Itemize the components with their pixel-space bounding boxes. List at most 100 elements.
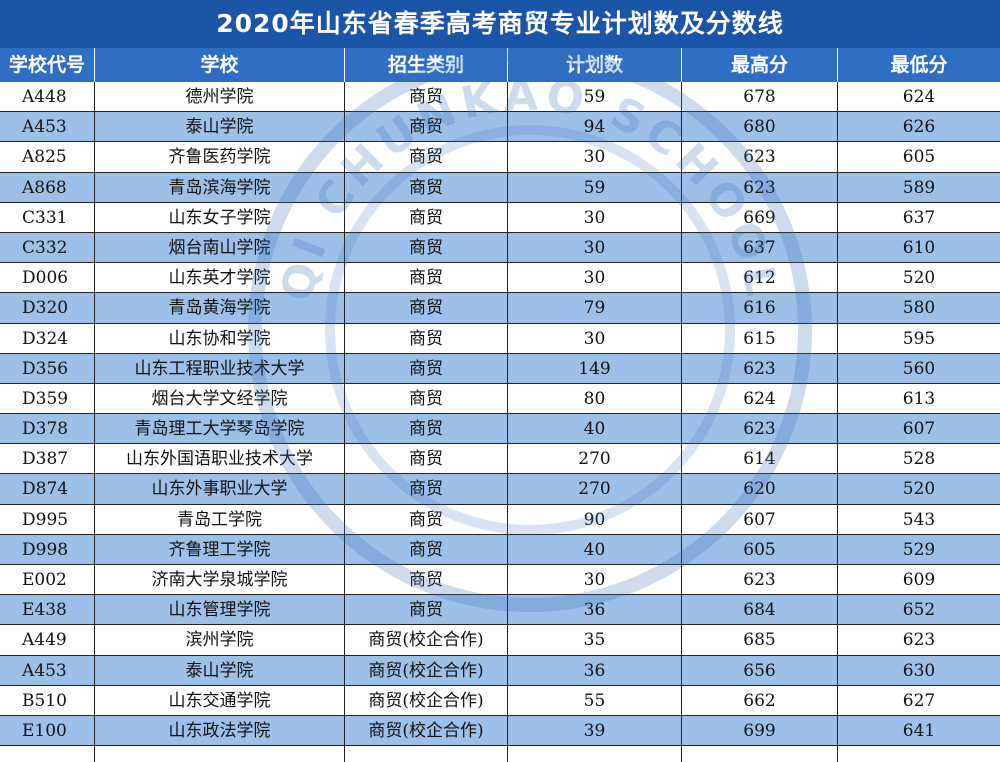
cell-plan-count: 59: [508, 82, 682, 112]
cell-school-code: A449: [0, 625, 95, 655]
cell-school-name: 齐鲁理工学院: [95, 534, 345, 564]
header-school: 学校: [95, 48, 345, 82]
cell-max-score: 623: [682, 565, 838, 595]
table-row: D387 山东外国语职业技术大学 商贸 270 614 528: [0, 444, 1000, 475]
table-row: D378 青岛理工大学琴岛学院 商贸 40 623 607: [0, 414, 1000, 445]
cell-min-score: 609: [902, 570, 936, 590]
cell-school-name: 滨州学院: [95, 625, 345, 655]
cell-category: 商贸(校企合作): [345, 715, 508, 746]
cell-school-name: 山东管理学院: [95, 595, 345, 625]
cell-category: 商贸: [345, 112, 508, 142]
header-max-score: 最高分: [682, 48, 838, 82]
table-row: E438 山东管理学院 商贸 36 684 652: [0, 595, 1000, 626]
cell-max-score: 620: [682, 474, 838, 504]
table-row: A453 泰山学院 商贸(校企合作) 36 656 630: [0, 655, 1000, 686]
cell-school-code: D320: [0, 293, 95, 323]
cell-max-score: 614: [682, 444, 838, 474]
cell-max-score: 623: [682, 353, 838, 383]
cell-school-code: D995: [0, 504, 95, 534]
cell-school-code: E002: [0, 565, 95, 595]
cell-school-code: B510: [0, 685, 95, 715]
cell-plan-count: 35: [508, 625, 682, 655]
cell-plan-count: 40: [508, 534, 682, 564]
cell-min-score: 520: [902, 479, 936, 500]
cell-school-name: 山东外国语职业技术大学: [95, 444, 345, 474]
cell-school-name: 山东女子学院: [95, 202, 345, 232]
cell-min-score: 652: [902, 600, 936, 621]
cell-plan-count: 59: [508, 172, 682, 202]
cell-min-score: 595: [902, 328, 936, 349]
cell-max-score: 605: [682, 534, 838, 564]
header-min-score: 最低分: [890, 54, 948, 76]
cell-school-name: 青岛理工大学琴岛学院: [95, 414, 345, 444]
cell-plan-count: 30: [508, 232, 682, 263]
cell-category: 商贸: [345, 383, 508, 414]
cell-school-name: 泰山学院: [95, 112, 345, 142]
cell-school-code: C331: [0, 202, 95, 232]
cell-school-code: E100: [0, 715, 95, 746]
cell-min-score: 630: [902, 660, 936, 681]
table-row: D995 青岛工学院 商贸 90 607 543: [0, 504, 1000, 535]
cell-school-code: A825: [0, 142, 95, 172]
cell-max-score: 623: [682, 172, 838, 202]
table-row: D359 烟台大学文经学院 商贸 80 624 613: [0, 383, 1000, 415]
header-plan-count: 计划数: [508, 48, 682, 82]
cell-school-code: A453: [0, 655, 95, 685]
cell-max-score: 662: [682, 685, 838, 715]
cell-plan-count: 270: [508, 474, 682, 504]
table-tail: [0, 746, 1000, 762]
cell-school-code: A448: [0, 82, 95, 112]
cell-max-score: 699: [682, 715, 838, 746]
table-row: D356 山东工程职业技术大学 商贸 149 623 560: [0, 353, 1000, 384]
page-title: 2020年山东省春季高考商贸专业计划数及分数线: [0, 0, 1000, 48]
cell-school-code: D387: [0, 444, 95, 474]
cell-plan-count: 55: [508, 685, 682, 715]
cell-category: 商贸: [345, 414, 508, 444]
cell-school-name: 山东交通学院: [95, 685, 345, 715]
cell-plan-count: 94: [508, 112, 682, 142]
cell-min-score: 589: [902, 177, 936, 198]
cell-school-name: 山东外事职业大学: [95, 474, 345, 504]
cell-category: 商贸: [345, 474, 508, 504]
cell-min-score: 637: [902, 207, 936, 228]
cell-min-score: 623: [902, 630, 936, 651]
cell-max-score: 637: [682, 232, 838, 263]
cell-school-code: A868: [0, 172, 95, 202]
table-row: B510 山东交通学院 商贸(校企合作) 55 662 627: [0, 685, 1000, 716]
cell-max-score: 656: [682, 655, 838, 685]
header-category: 招生类别: [345, 48, 508, 82]
cell-plan-count: 30: [508, 565, 682, 595]
cell-school-code: D378: [0, 414, 95, 444]
cell-school-name: 济南大学泉城学院: [95, 565, 345, 595]
cell-min-score: 528: [902, 449, 936, 470]
cell-school-name: 泰山学院: [95, 655, 345, 685]
cell-category: 商贸: [345, 82, 508, 112]
cell-min-score: 605: [902, 147, 936, 168]
cell-category: 商贸: [345, 444, 508, 474]
cell-max-score: 623: [682, 414, 838, 444]
cell-max-score: 678: [682, 82, 838, 112]
cell-school-name: 青岛黄海学院: [95, 293, 345, 323]
cell-school-code: A453: [0, 112, 95, 142]
table-row: A825 齐鲁医药学院 商贸 30 623 605: [0, 142, 1000, 173]
cell-category: 商贸: [345, 263, 508, 293]
cell-school-name: 烟台南山学院: [95, 232, 345, 263]
table-row: D006 山东英才学院 商贸 30 612 520: [0, 263, 1000, 294]
cell-school-name: 德州学院: [95, 82, 345, 112]
cell-min-score: 641: [902, 720, 936, 741]
cell-max-score: 616: [682, 293, 838, 323]
cell-category: 商贸: [345, 504, 508, 534]
cell-school-code: D324: [0, 323, 95, 353]
cell-min-score: 624: [902, 87, 936, 107]
table-row: C331 山东女子学院 商贸 30 669 637: [0, 202, 1000, 233]
cell-plan-count: 90: [508, 504, 682, 534]
cell-category: 商贸: [345, 172, 508, 202]
table-header: 学校代号 学校 招生类别 计划数 最高分 最低分: [0, 48, 1000, 82]
cell-plan-count: 30: [508, 142, 682, 172]
cell-category: 商贸: [345, 353, 508, 383]
cell-max-score: 612: [682, 263, 838, 293]
cell-max-score: 684: [682, 595, 838, 625]
cell-min-score: 626: [902, 117, 936, 138]
cell-category: 商贸(校企合作): [345, 625, 508, 655]
cell-school-code: D998: [0, 534, 95, 564]
